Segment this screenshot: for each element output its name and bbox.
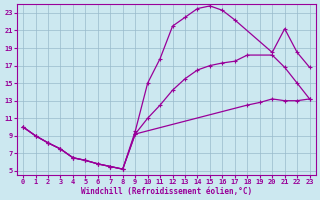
X-axis label: Windchill (Refroidissement éolien,°C): Windchill (Refroidissement éolien,°C) [81, 187, 252, 196]
